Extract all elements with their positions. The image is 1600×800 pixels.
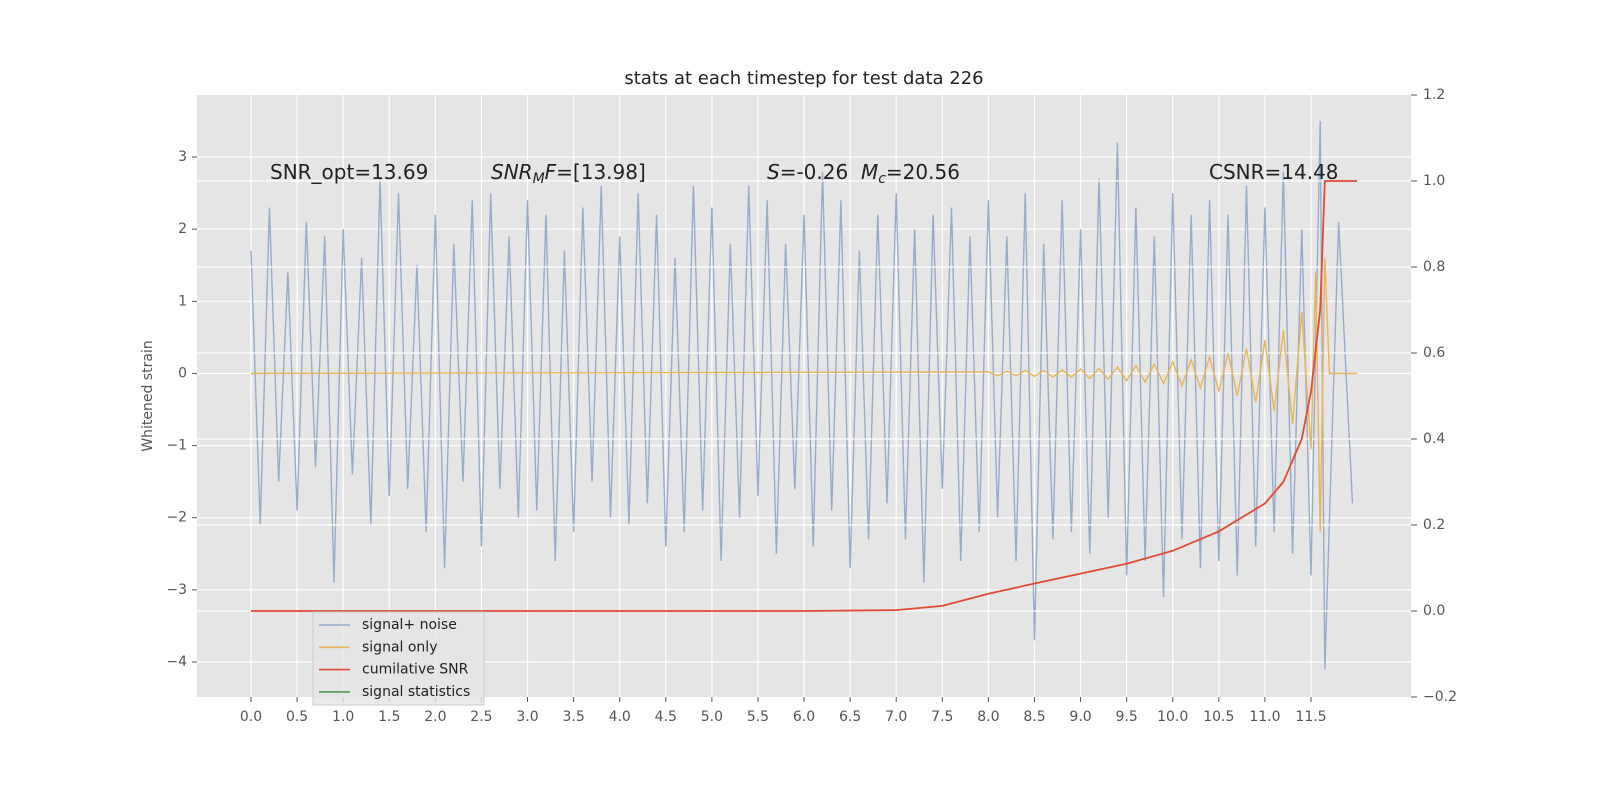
- x-tick-label: 3.0: [516, 709, 538, 725]
- x-tick-label: 10.5: [1203, 709, 1234, 725]
- series-line: [251, 180, 1358, 612]
- annotation: SNR_opt=13.69: [270, 160, 428, 184]
- x-tick-label: 11.5: [1295, 709, 1326, 725]
- annotation-part: c: [878, 171, 886, 187]
- series-line: [250, 120, 1354, 670]
- chart-title: stats at each timestep for test data 226: [624, 68, 983, 89]
- series-line: [251, 258, 1358, 533]
- legend-label: signal+ noise: [362, 617, 457, 633]
- x-tick-label: 9.0: [1069, 709, 1091, 725]
- x-tick-label: 8.0: [977, 709, 999, 725]
- annotation-part: SNR_opt=13.69: [270, 160, 428, 184]
- x-tick-label: 1.0: [332, 709, 354, 725]
- x-tick-label: 10.0: [1157, 709, 1188, 725]
- x-tick-label: 1.5: [378, 709, 400, 725]
- annotation: S=-0.26 Mc=20.56: [767, 160, 960, 188]
- x-tick-label: 5.5: [747, 709, 769, 725]
- x-tick-label: 7.5: [931, 709, 953, 725]
- x-tick-label: 0.5: [286, 709, 308, 725]
- y2-tick-label: 1.0: [1423, 173, 1445, 189]
- y2-tick-label: 0.6: [1423, 345, 1445, 361]
- legend-label: signal only: [362, 639, 437, 655]
- x-tick-label: 6.5: [839, 709, 861, 725]
- y-tick-label: −2: [166, 510, 187, 526]
- annotation-part: =20.56: [886, 160, 960, 184]
- y-tick-label: 1: [178, 293, 187, 309]
- y-tick-label: −4: [166, 654, 187, 670]
- y2-tick-label: 0.8: [1423, 259, 1445, 275]
- annotation: CSNR=14.48: [1209, 160, 1339, 184]
- annotation-part: M: [533, 171, 545, 187]
- y2-tick-label: 0.0: [1423, 603, 1445, 619]
- x-tick-label: 6.0: [793, 709, 815, 725]
- y-axis-label: Whitened strain: [140, 340, 156, 451]
- x-tick-label: 2.5: [470, 709, 492, 725]
- annotation-part: =-0.26: [780, 160, 861, 184]
- x-tick-label: 8.5: [1023, 709, 1045, 725]
- legend-box: [312, 611, 485, 706]
- y2-tick-label: 1.2: [1423, 87, 1445, 103]
- annotation-part: CSNR=14.48: [1209, 160, 1339, 184]
- y2-tick-label: 0.2: [1423, 517, 1445, 533]
- annotation-part: F: [545, 160, 557, 184]
- x-tick-label: 0.0: [240, 709, 262, 725]
- y-tick-label: 3: [178, 149, 187, 165]
- x-tick-label: 11.0: [1249, 709, 1280, 725]
- x-tick-label: 5.0: [701, 709, 723, 725]
- annotation-part: =[13.98]: [556, 160, 646, 184]
- x-tick-label: 2.0: [424, 709, 446, 725]
- y-tick-label: −3: [166, 582, 187, 598]
- y2-tick-label: −0.2: [1423, 689, 1457, 705]
- x-tick-label: 9.5: [1116, 709, 1138, 725]
- annotation-part: M: [861, 160, 878, 184]
- y-tick-label: 0: [178, 365, 187, 381]
- y-tick-label: −1: [166, 438, 187, 454]
- x-tick-label: 3.5: [562, 709, 584, 725]
- x-tick-label: 4.0: [609, 709, 631, 725]
- annotation: SNRMF=[13.98]: [491, 160, 646, 188]
- y-tick-label: 2: [178, 221, 187, 237]
- annotation-part: SNR: [491, 160, 533, 184]
- legend-label: cumilative SNR: [362, 662, 469, 678]
- y2-tick-label: 0.4: [1423, 431, 1445, 447]
- x-tick-label: 7.0: [885, 709, 907, 725]
- x-tick-label: 4.5: [655, 709, 677, 725]
- annotation-part: S: [767, 160, 780, 184]
- legend-label: signal statistics: [362, 684, 470, 700]
